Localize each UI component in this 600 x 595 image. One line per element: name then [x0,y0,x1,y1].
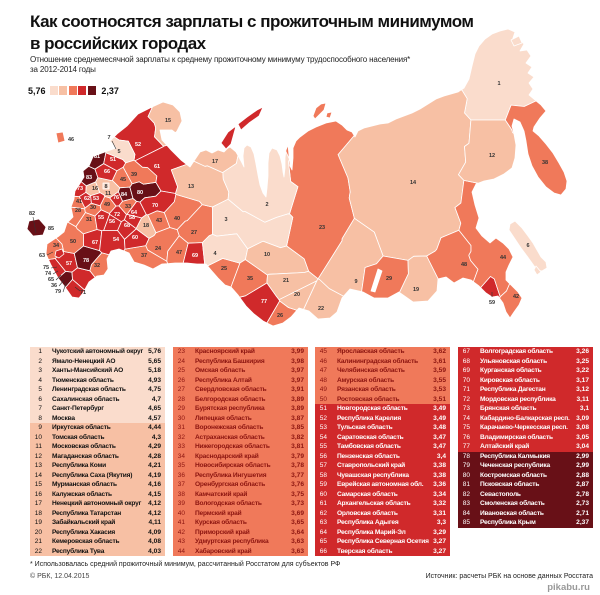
svg-text:35: 35 [247,276,253,282]
svg-text:80: 80 [137,190,143,196]
svg-text:14: 14 [410,180,417,186]
svg-text:71: 71 [80,290,86,296]
svg-text:1: 1 [497,81,500,87]
svg-text:34: 34 [53,243,60,249]
svg-text:10: 10 [264,252,270,258]
svg-text:7: 7 [107,135,110,141]
svg-text:48: 48 [461,262,467,268]
svg-text:33: 33 [125,204,131,210]
svg-text:40: 40 [174,216,180,222]
svg-text:12: 12 [489,153,495,159]
svg-text:72: 72 [114,212,120,218]
svg-text:66: 66 [104,169,110,175]
svg-text:84: 84 [121,192,128,198]
svg-text:58: 58 [129,215,135,221]
svg-text:54: 54 [113,237,120,243]
svg-text:22: 22 [318,306,324,312]
svg-text:27: 27 [191,230,197,236]
svg-text:31: 31 [86,217,92,223]
svg-text:60: 60 [132,235,138,241]
svg-text:18: 18 [143,223,149,229]
svg-text:24: 24 [155,246,162,252]
svg-text:37: 37 [141,253,147,259]
svg-text:64: 64 [131,210,138,216]
svg-text:53: 53 [93,196,99,202]
svg-text:85: 85 [48,226,54,232]
svg-text:2: 2 [265,202,268,208]
svg-text:76: 76 [113,195,119,201]
svg-text:42: 42 [513,294,519,300]
svg-text:69: 69 [192,253,198,259]
svg-text:19: 19 [413,287,419,293]
svg-text:81: 81 [94,154,100,160]
svg-text:46: 46 [68,137,74,143]
svg-text:32: 32 [94,263,100,269]
svg-text:70: 70 [152,203,158,209]
svg-text:82: 82 [29,211,35,217]
svg-text:68: 68 [124,223,130,229]
svg-text:3: 3 [224,217,227,223]
svg-text:41: 41 [76,199,82,205]
svg-text:38: 38 [542,160,548,166]
svg-text:36: 36 [51,283,57,289]
svg-text:15: 15 [165,118,171,124]
svg-text:57: 57 [66,261,72,267]
svg-text:21: 21 [283,278,289,284]
svg-text:59: 59 [489,300,495,306]
svg-text:55: 55 [98,215,104,221]
svg-text:30: 30 [90,205,96,211]
svg-text:50: 50 [70,239,76,245]
svg-text:20: 20 [294,292,300,298]
svg-text:65: 65 [48,277,54,283]
svg-text:52: 52 [135,142,141,148]
svg-text:39: 39 [131,172,137,178]
svg-text:83: 83 [86,175,92,181]
svg-text:63: 63 [39,253,45,259]
svg-text:49: 49 [104,202,110,208]
svg-text:75: 75 [43,265,49,271]
svg-text:73: 73 [77,186,83,192]
svg-text:51: 51 [110,157,116,163]
svg-text:74: 74 [45,271,52,277]
svg-text:56: 56 [109,219,115,225]
svg-text:28: 28 [75,208,81,214]
svg-text:61: 61 [154,164,160,170]
svg-text:17: 17 [212,159,218,165]
svg-text:44: 44 [500,255,507,261]
svg-text:78: 78 [83,258,89,264]
svg-text:25: 25 [221,266,227,272]
svg-text:26: 26 [277,313,283,319]
svg-text:67: 67 [92,240,98,246]
svg-text:62: 62 [84,196,90,202]
svg-text:11: 11 [105,191,111,197]
svg-text:79: 79 [55,289,61,295]
svg-text:4: 4 [213,251,217,257]
svg-text:23: 23 [319,225,325,231]
svg-text:29: 29 [386,276,392,282]
svg-text:77: 77 [261,299,267,305]
svg-text:6: 6 [526,243,529,249]
svg-text:13: 13 [188,184,194,190]
svg-text:47: 47 [176,250,182,256]
svg-text:9: 9 [354,279,357,285]
svg-text:16: 16 [92,186,98,192]
svg-text:45: 45 [120,177,126,183]
svg-text:43: 43 [156,218,162,224]
svg-text:8: 8 [104,184,107,190]
svg-text:5: 5 [117,149,120,155]
